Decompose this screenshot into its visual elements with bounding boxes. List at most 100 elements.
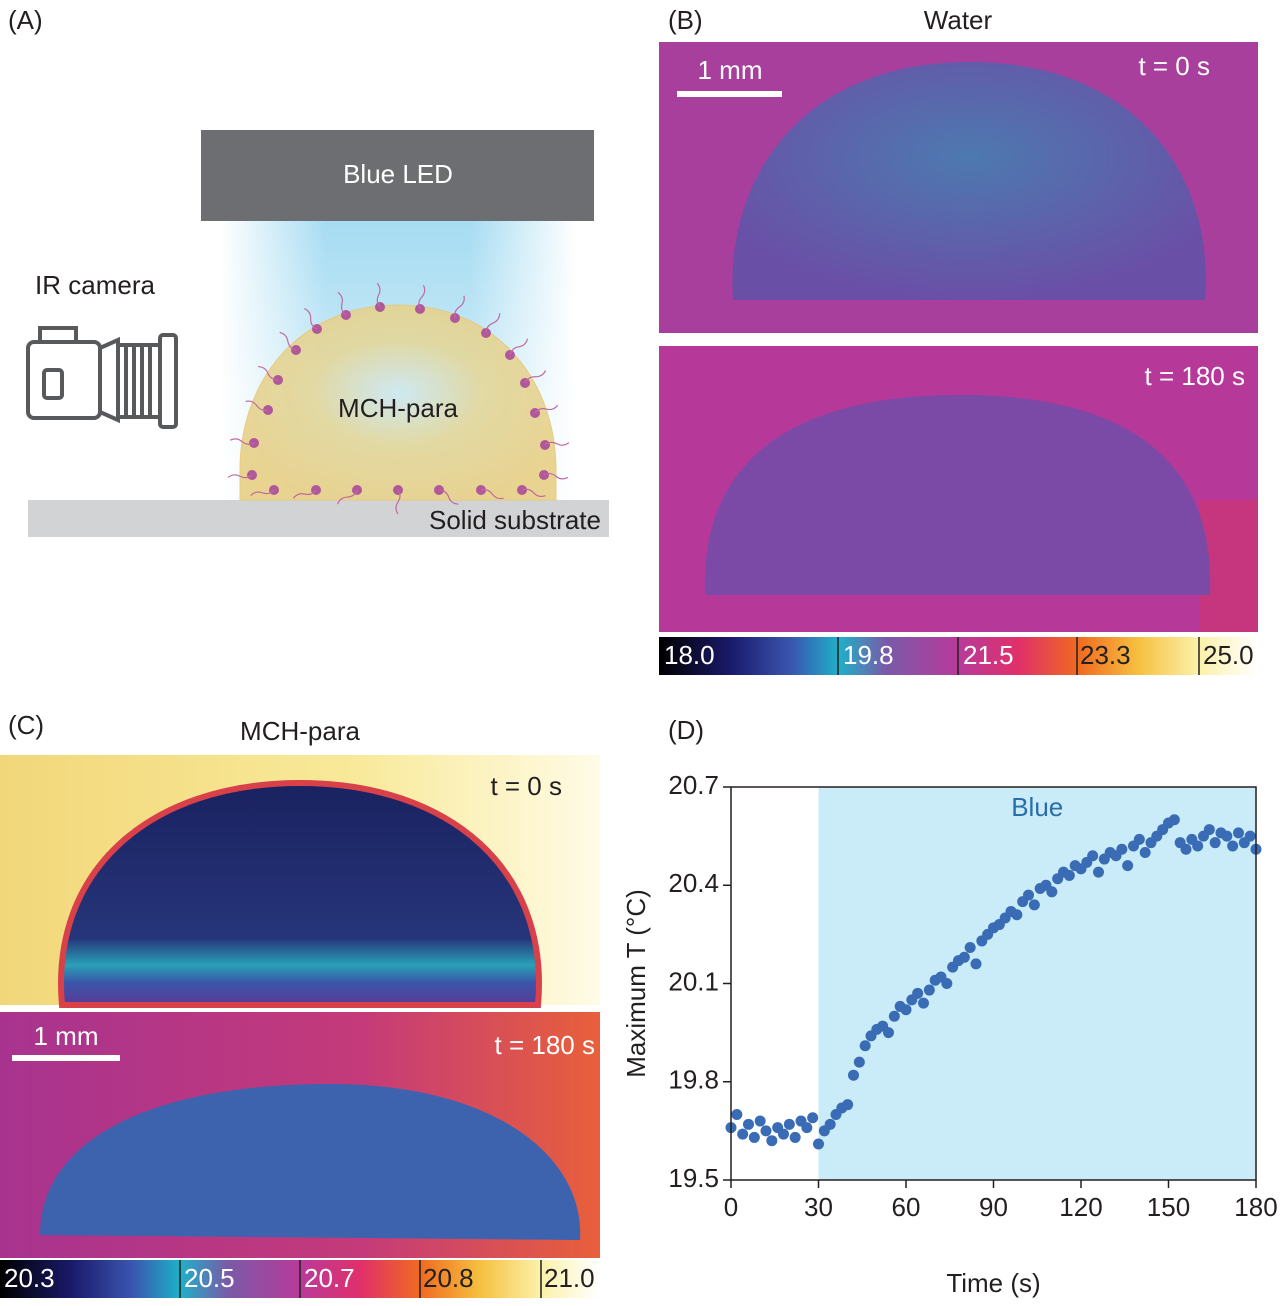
- tail: [304, 308, 318, 330]
- tail: [337, 489, 358, 505]
- droplet-thermal: [704, 395, 1211, 595]
- data-point: [1087, 850, 1099, 862]
- data-point: [1093, 866, 1104, 878]
- camera-icon: [26, 326, 178, 429]
- data-point: [1133, 833, 1145, 845]
- droplet-label: MCH-para: [338, 393, 458, 423]
- data-point: [853, 1056, 865, 1068]
- tail: [258, 366, 279, 381]
- data-point: [748, 1131, 760, 1143]
- time-label: t = 0 s: [1138, 51, 1210, 81]
- data-point: [842, 1099, 854, 1111]
- x-tick-label: 90: [979, 1192, 1008, 1222]
- data-point: [789, 1131, 801, 1143]
- y-tick-label: 19.5: [668, 1163, 719, 1193]
- tail: [521, 488, 546, 498]
- led-label: Blue LED: [343, 159, 453, 189]
- time-label: t = 0 s: [490, 771, 562, 801]
- x-tick-label: 120: [1059, 1192, 1102, 1222]
- x-tick-label: 0: [724, 1192, 738, 1222]
- data-point: [731, 1109, 743, 1120]
- droplet-thermal: [58, 779, 542, 1008]
- tail: [245, 400, 269, 411]
- tail: [418, 284, 426, 310]
- data-point: [923, 984, 935, 996]
- substrate: [28, 500, 609, 537]
- tail: [480, 489, 504, 500]
- x-tick-label: 60: [892, 1192, 921, 1222]
- data-point: [783, 1118, 795, 1130]
- time-label: t = 180 s: [495, 1030, 595, 1060]
- tail: [227, 474, 253, 479]
- y-tick-label: 20.7: [668, 770, 719, 800]
- y-tick-label: 20.4: [668, 868, 719, 898]
- tail: [524, 370, 547, 384]
- droplet-thermal: [732, 62, 1206, 300]
- tail: [534, 404, 559, 414]
- data-point: [912, 987, 924, 999]
- data-point: [1139, 847, 1151, 858]
- data-point: [824, 1118, 836, 1130]
- data-point: [859, 1040, 871, 1052]
- colorbar-label: 21.0: [544, 1263, 595, 1293]
- colorbar-label: 19.8: [843, 640, 894, 670]
- tail: [509, 338, 529, 356]
- data-point: [883, 1027, 894, 1039]
- tail: [376, 282, 381, 308]
- tail: [337, 291, 347, 316]
- colorbar-separators: [179, 1260, 542, 1298]
- data-point: [778, 1128, 789, 1140]
- x-tick-label: 180: [1234, 1192, 1277, 1222]
- data-point: [1168, 814, 1180, 826]
- thermal-edge: [1200, 500, 1258, 632]
- colorbar-label: 20.7: [304, 1263, 355, 1293]
- data-point: [918, 997, 929, 1009]
- colorbar-label: 18.0: [664, 640, 715, 670]
- data-point: [766, 1135, 778, 1147]
- data-point: [941, 978, 953, 989]
- colorbar-label: 20.5: [184, 1263, 235, 1293]
- panel-label: (A): [8, 5, 43, 35]
- y-tick-label: 19.8: [668, 1065, 719, 1095]
- x-tick-label: 30: [804, 1192, 833, 1222]
- data-point: [1227, 840, 1239, 852]
- data-point: [737, 1128, 749, 1140]
- tail: [438, 489, 459, 505]
- data-point: [900, 1004, 912, 1016]
- colorbar-label: 20.8: [423, 1263, 474, 1293]
- x-axis-label: Time (s): [946, 1268, 1040, 1298]
- tail: [279, 331, 297, 351]
- scale-label: 1 mm: [698, 55, 763, 85]
- data-point: [848, 1069, 859, 1081]
- tail: [544, 441, 570, 446]
- tail: [395, 489, 401, 515]
- data-point: [1011, 909, 1023, 921]
- x-tick-label: 150: [1147, 1192, 1190, 1222]
- colorbar-label: 20.3: [4, 1263, 55, 1293]
- droplet-thermal: [40, 1084, 581, 1240]
- data-point: [1028, 899, 1040, 911]
- annotation: Blue: [1011, 792, 1063, 822]
- chart: Blue 0 30 60 90 120 150 180 19.5 19.8 20.1 20.4 20.7…: [621, 770, 1278, 1298]
- data-point: [1221, 830, 1233, 842]
- data-point: [1192, 840, 1204, 852]
- data-point: [1023, 889, 1034, 901]
- data-point: [1180, 843, 1192, 855]
- tail: [543, 472, 569, 480]
- tail: [485, 313, 501, 334]
- data-point: [1209, 837, 1221, 849]
- data-point: [760, 1125, 772, 1137]
- panel-title: MCH-para: [240, 716, 360, 746]
- tail: [229, 438, 255, 445]
- time-label: t = 180 s: [1145, 361, 1245, 391]
- data-point: [1244, 830, 1256, 842]
- data-point: [888, 1010, 900, 1022]
- droplet: [239, 304, 557, 501]
- y-tick-label: 20.1: [668, 966, 719, 996]
- camera-label: IR camera: [35, 270, 155, 300]
- data-point: [964, 941, 976, 953]
- led: [201, 130, 594, 221]
- tail: [454, 295, 465, 319]
- data-point: [754, 1115, 766, 1127]
